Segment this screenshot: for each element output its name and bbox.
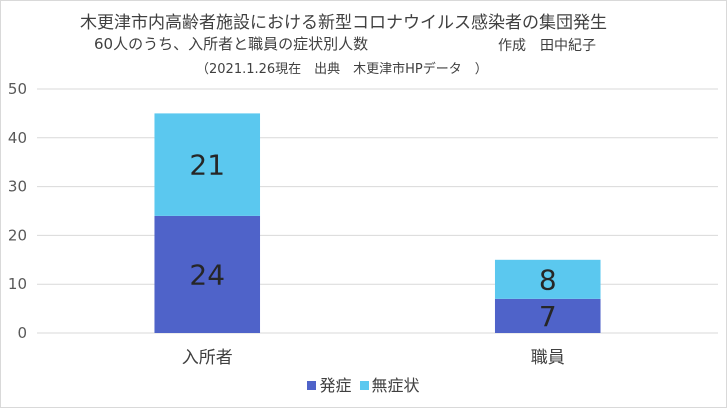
legend: 発症 無症状 [0,372,727,396]
x-category-label: 職員 [531,348,565,368]
data-label: 8 [539,263,557,296]
data-label: 7 [539,300,557,333]
legend-label: 無症状 [371,376,420,395]
y-tick-label: 0 [17,324,27,342]
bar-asymptomatic [494,259,601,299]
y-tick-label: 10 [8,275,27,293]
legend-item: 発症 [307,372,352,396]
chart-author: 作成 田中紀子 [498,38,596,54]
legend-item: 無症状 [359,372,420,396]
legend-swatch [359,381,369,390]
chart-title: 木更津市内高齢者施設における新型コロナウイルス感染者の集団発生 [80,13,607,33]
y-tick-label: 20 [8,226,27,244]
y-tick-label: 50 [8,80,27,98]
bar-asymptomatic [154,113,261,216]
data-label: 24 [189,258,225,291]
bar-symptomatic [494,298,601,333]
y-tick-label: 30 [8,178,27,196]
bar-symptomatic [154,215,261,333]
chart-subtitle: 60人のうち、入所者と職員の症状別人数 [94,35,369,53]
legend-swatch [307,381,317,390]
y-tick-label: 40 [8,129,27,147]
legend-label: 発症 [319,376,352,395]
chart-source: （2021.1.26現在 出典 木更津市HPデータ ） [196,62,488,77]
data-label: 21 [189,149,225,182]
x-category-label: 入所者 [182,348,233,368]
